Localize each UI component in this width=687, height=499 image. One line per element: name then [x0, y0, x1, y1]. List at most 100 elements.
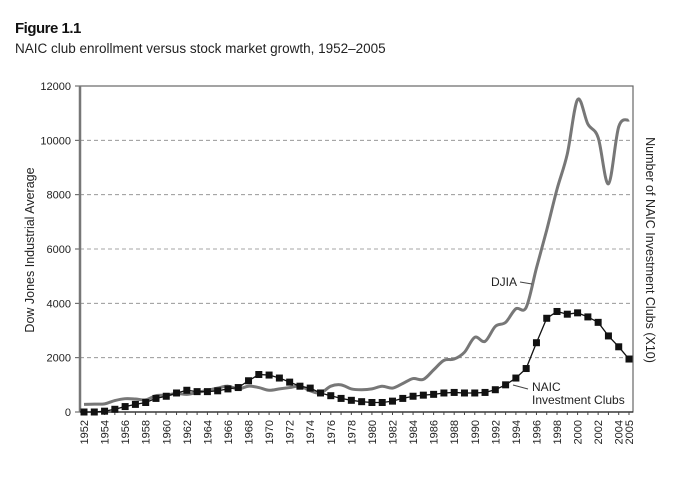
naic-data-point [306, 384, 314, 392]
naic-data-point [275, 374, 283, 382]
x-tick-label: 1970 [264, 420, 276, 444]
naic-data-point [90, 408, 98, 416]
djia-leader-line [519, 281, 533, 285]
x-tick-label: 1978 [346, 420, 358, 444]
naic-data-point [245, 377, 253, 385]
naic-data-point [203, 388, 211, 396]
naic-data-point [286, 378, 294, 386]
naic-data-point [409, 392, 417, 400]
naic-data-point [388, 397, 396, 405]
y-axis-right-label: Number of NAIC Investment Clubs (X10) [643, 137, 657, 363]
y-tick-label: 12000 [40, 81, 71, 93]
naic-data-point [543, 314, 551, 322]
series-line-djia [83, 97, 630, 406]
naic-data-point [471, 389, 479, 397]
x-tick-label: 1974 [305, 420, 317, 444]
x-tick-label: 1986 [429, 420, 441, 444]
x-tick-label: 1998 [552, 420, 564, 444]
naic-data-point [512, 374, 520, 382]
naic-data-point [224, 385, 232, 393]
naic-data-point [152, 394, 160, 402]
naic-data-point [111, 405, 119, 413]
y-tick-label: 4000 [47, 298, 71, 310]
naic-data-point [502, 381, 510, 389]
naic-data-point [80, 408, 88, 416]
x-tick-label: 1984 [408, 420, 420, 444]
naic-data-point [337, 394, 345, 402]
naic-data-point [378, 398, 386, 406]
naic-data-point [214, 387, 222, 395]
x-tick-label: 1976 [326, 420, 338, 444]
series-label-djia: DJIA [491, 275, 517, 289]
naic-data-point [419, 391, 427, 399]
x-tick-label: 1990 [470, 420, 482, 444]
naic-data-point [234, 384, 242, 392]
x-tick-label: 1956 [120, 420, 132, 444]
naic-data-point [193, 388, 201, 396]
x-tick-label: 2004 [614, 420, 626, 444]
x-tick-label: 1996 [531, 420, 543, 444]
naic-data-point [101, 407, 109, 415]
naic-data-point [522, 365, 530, 373]
figure-label: Figure 1.1 [15, 20, 81, 37]
chart-title: NAIC club enrollment versus stock market… [15, 41, 386, 56]
x-tick-label: 1962 [182, 420, 194, 444]
y-axis-label: Dow Jones Industrial Average [23, 167, 37, 332]
naic-data-point [584, 313, 592, 321]
series-label-naic-1: NAIC [532, 380, 561, 394]
naic-data-point [327, 392, 335, 400]
x-tick-label: 1988 [449, 420, 461, 444]
naic-data-point [265, 371, 273, 379]
naic-data-point [481, 388, 489, 396]
x-tick-label: 2000 [573, 420, 585, 444]
y-tick-label: 2000 [47, 353, 71, 365]
naic-data-point [121, 403, 129, 411]
naic-data-point [440, 389, 448, 397]
naic-data-point [563, 310, 571, 318]
naic-data-point [173, 389, 181, 397]
series-label-naic-2: Investment Clubs [532, 393, 625, 407]
naic-data-point [553, 307, 561, 315]
x-tick-label: 1952 [79, 420, 91, 444]
x-tick-label: 1994 [511, 420, 523, 444]
naic-data-point [460, 389, 468, 397]
naic-data-point [296, 382, 304, 390]
naic-data-point [131, 400, 139, 408]
naic-data-point [594, 318, 602, 326]
naic-data-point [491, 386, 499, 394]
x-tick-label: 1954 [100, 420, 112, 444]
naic-data-point [399, 394, 407, 402]
x-tick-label: 2002 [593, 420, 605, 444]
naic-data-point [368, 398, 376, 406]
x-tick-label: 1960 [161, 420, 173, 444]
naic-data-point [532, 339, 540, 347]
naic-data-point [604, 332, 612, 340]
x-tick-label: 1972 [285, 420, 297, 444]
x-tick-label: 1992 [490, 420, 502, 444]
x-tick-label: 1966 [223, 420, 235, 444]
x-tick-label: 1982 [387, 420, 399, 444]
naic-data-point [615, 343, 623, 351]
x-tick-label: 1968 [244, 420, 256, 444]
x-tick-label: 1958 [141, 420, 153, 444]
naic-leader-line [512, 384, 529, 390]
y-tick-label: 0 [65, 407, 71, 419]
y-tick-label: 10000 [40, 135, 71, 147]
y-tick-label: 6000 [47, 244, 71, 256]
naic-data-point [625, 355, 633, 363]
naic-data-point [255, 371, 263, 379]
naic-data-point [162, 392, 170, 400]
naic-data-point [142, 398, 150, 406]
x-tick-label: 1980 [367, 420, 379, 444]
naic-data-point [183, 386, 191, 394]
y-tick-label: 8000 [47, 190, 71, 202]
x-tick-label: 2005 [624, 420, 636, 444]
naic-data-point [574, 309, 582, 317]
naic-data-point [430, 390, 438, 398]
naic-data-point [317, 389, 325, 397]
naic-data-point [347, 396, 355, 404]
naic-data-point [450, 388, 458, 396]
x-tick-label: 1964 [202, 420, 214, 444]
naic-data-point [358, 398, 366, 406]
